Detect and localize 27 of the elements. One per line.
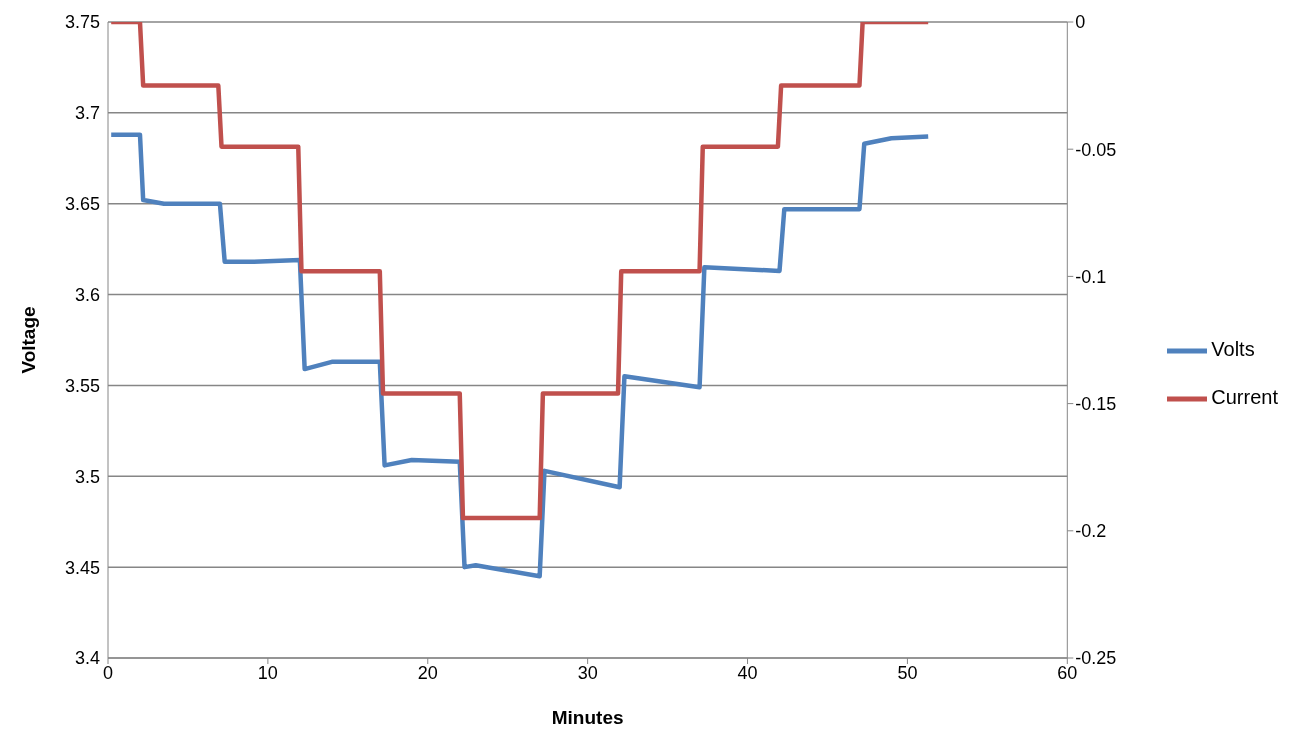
y-tick-label: 3.55: [64, 375, 100, 396]
y2-tick-label: -0.2: [1075, 521, 1107, 542]
x-tick-label: 40: [737, 662, 758, 683]
y2-tick-label: -0.05: [1075, 139, 1117, 160]
x-tick-label: 10: [257, 662, 278, 683]
y-axis-title: Voltage: [17, 306, 39, 374]
y2-tick-label: 0: [1075, 12, 1086, 33]
y-tick-label: 3.4: [74, 648, 100, 669]
x-axis-title: Minutes: [551, 707, 624, 728]
y-tick-label: 3.45: [64, 557, 100, 578]
y-tick-label: 3.6: [74, 284, 100, 305]
y-tick-label: 3.65: [64, 194, 100, 215]
y-tick-label: 3.5: [74, 466, 100, 487]
x-tick-label: 0: [102, 662, 114, 683]
x-tick-label: 50: [897, 662, 918, 683]
line-series: [108, 22, 931, 521]
legend-label: Volts: [1211, 338, 1255, 360]
x-tick-label: 60: [1057, 662, 1078, 683]
line-series: [108, 132, 931, 579]
y2-tick-label: -0.25: [1075, 648, 1117, 669]
y2-tick-label: -0.15: [1075, 393, 1117, 414]
y-tick-label: 3.75: [64, 12, 100, 33]
y2-tick-label: -0.1: [1075, 266, 1107, 287]
y-tick-label: 3.7: [74, 103, 100, 124]
legend-label: Current: [1211, 386, 1278, 408]
x-tick-label: 30: [577, 662, 598, 683]
x-tick-label: 20: [417, 662, 438, 683]
